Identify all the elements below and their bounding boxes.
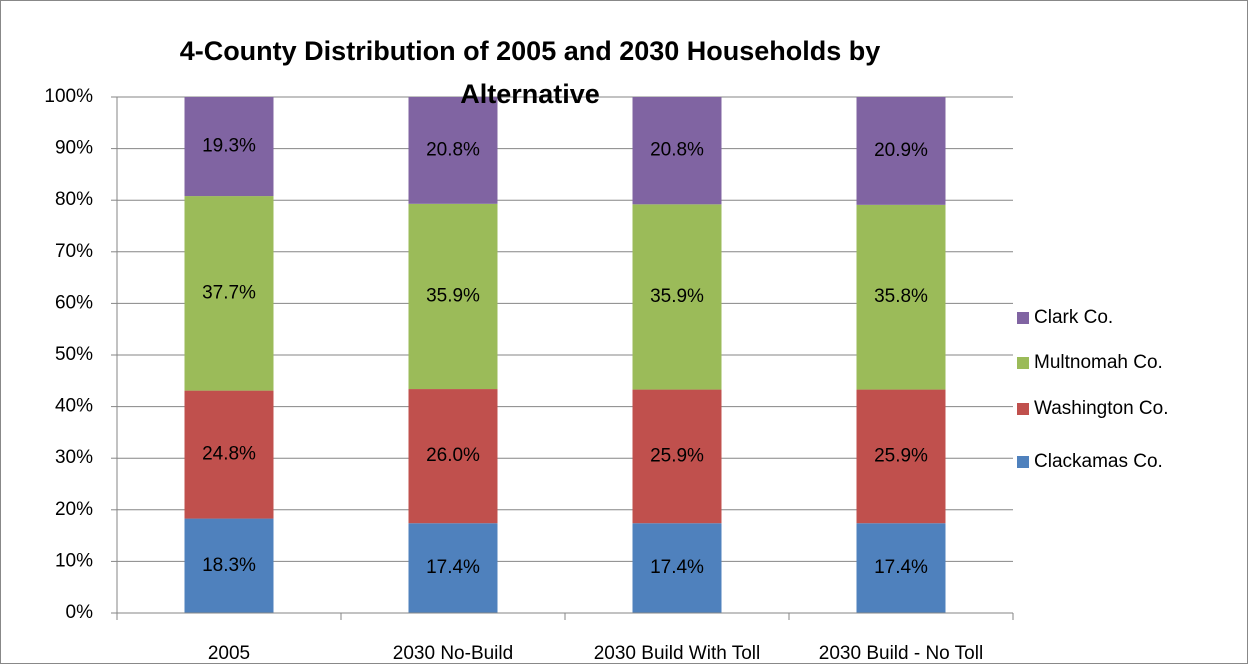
data-label: 20.8% xyxy=(426,139,480,160)
legend-swatch xyxy=(1017,357,1029,369)
x-tick-label: 2005 xyxy=(208,643,250,664)
y-tick-label: 10% xyxy=(55,550,93,571)
bar-segment xyxy=(632,523,722,613)
y-tick-label: 100% xyxy=(44,86,93,107)
data-label: 24.8% xyxy=(202,444,256,465)
y-tick-label: 30% xyxy=(55,447,93,468)
legend-label: Clark Co. xyxy=(1034,307,1113,328)
legend-swatch xyxy=(1017,456,1029,468)
bar-segment xyxy=(856,389,946,524)
bar-segment xyxy=(184,97,274,197)
data-label: 35.8% xyxy=(874,286,928,307)
bar-segment xyxy=(408,203,498,390)
data-label: 20.9% xyxy=(874,140,928,161)
data-label: 17.4% xyxy=(650,557,704,578)
bar-segment xyxy=(632,97,722,205)
legend-label: Multnomah Co. xyxy=(1034,352,1163,373)
legend-swatch xyxy=(1017,312,1029,324)
data-label: 26.0% xyxy=(426,445,480,466)
y-tick-label: 70% xyxy=(55,241,93,262)
bar-segment xyxy=(632,389,722,524)
bar-segment xyxy=(408,97,498,204)
y-tick-label: 20% xyxy=(55,499,93,520)
legend-label: Clackamas Co. xyxy=(1034,451,1163,472)
y-tick-label: 80% xyxy=(55,189,93,210)
y-tick-label: 40% xyxy=(55,396,93,417)
x-tick-label: 2030 Build - No Toll xyxy=(819,643,983,664)
bar-segment xyxy=(856,204,946,390)
data-label: 25.9% xyxy=(874,445,928,466)
data-label: 35.9% xyxy=(426,285,480,306)
bar-segment xyxy=(408,389,498,524)
bar-segment xyxy=(856,97,946,205)
data-label: 37.7% xyxy=(202,282,256,303)
bar-segment xyxy=(632,204,722,390)
data-label: 19.3% xyxy=(202,136,256,157)
data-label: 25.9% xyxy=(650,445,704,466)
data-label: 20.8% xyxy=(650,140,704,161)
bar-segment xyxy=(184,196,274,391)
x-tick-label: 2030 No-Build xyxy=(393,643,513,664)
bar-segment xyxy=(856,523,946,613)
y-tick-label: 0% xyxy=(66,602,94,623)
data-label: 17.4% xyxy=(426,557,480,578)
bar-segment xyxy=(184,518,274,613)
y-tick-label: 90% xyxy=(55,138,93,159)
data-label: 17.4% xyxy=(874,557,928,578)
data-label: 18.3% xyxy=(202,555,256,576)
legend-swatch xyxy=(1017,403,1029,415)
y-tick-label: 50% xyxy=(55,344,93,365)
legend-label: Washington Co. xyxy=(1034,398,1168,419)
data-label: 35.9% xyxy=(650,286,704,307)
x-tick-label: 2030 Build With Toll xyxy=(594,643,761,664)
bar-segment xyxy=(184,390,274,519)
y-tick-label: 60% xyxy=(55,292,93,313)
chart-title: 4-County Distribution of 2005 and 2030 H… xyxy=(179,36,881,109)
bar-segment xyxy=(408,523,498,613)
